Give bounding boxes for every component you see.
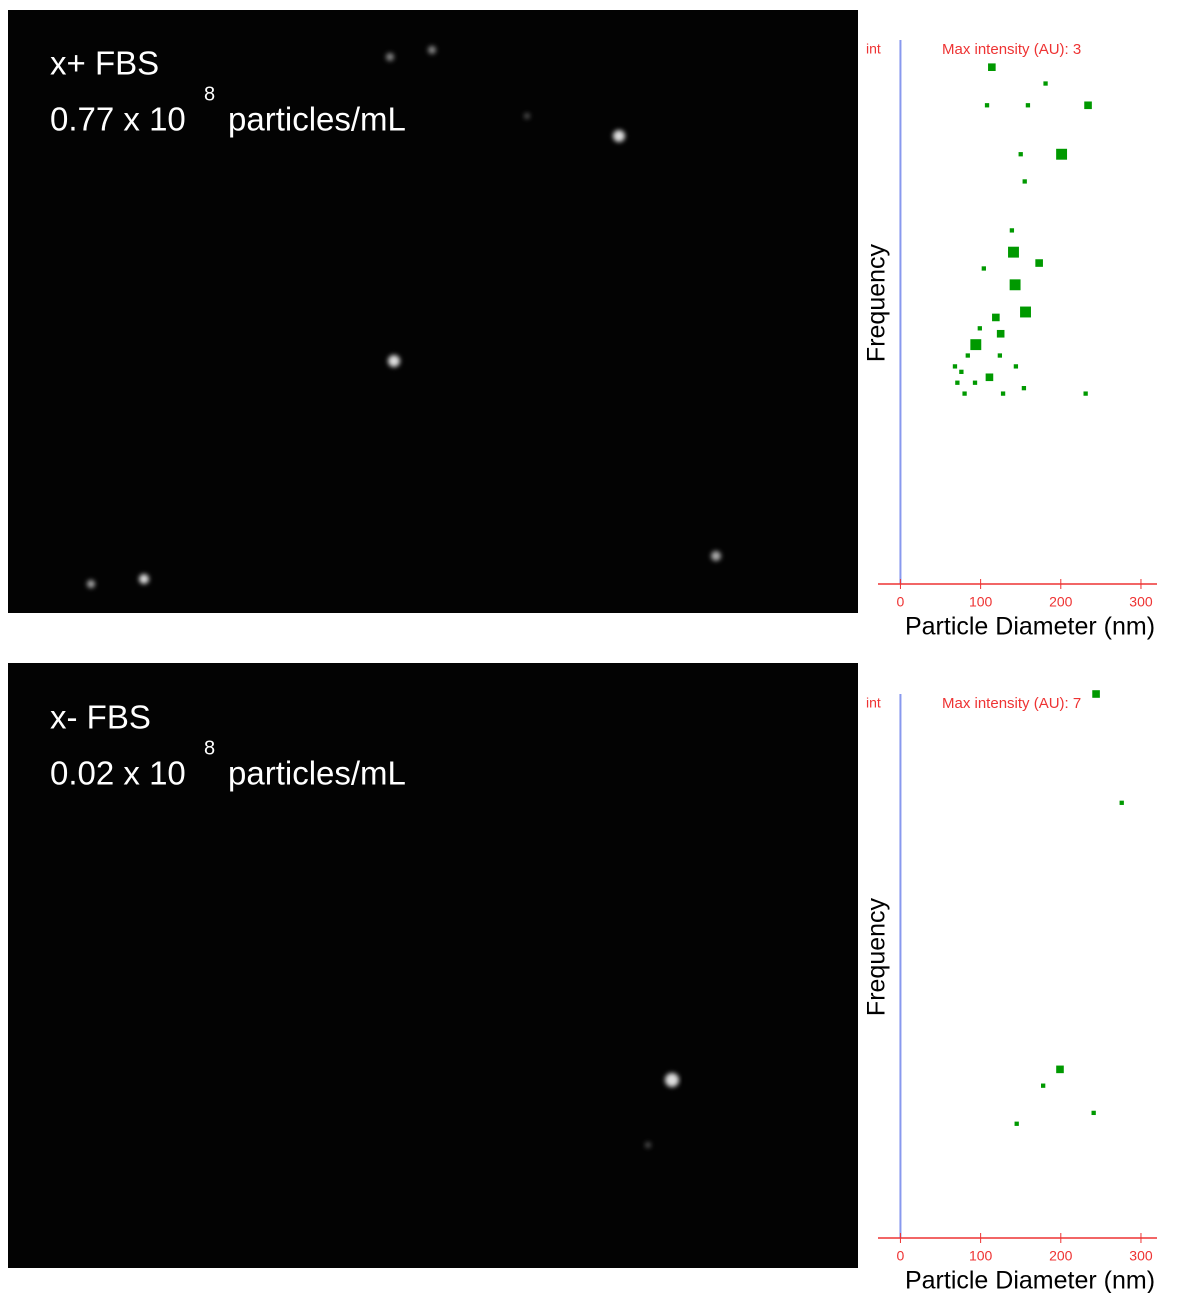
- particle-point: [970, 339, 982, 351]
- particle-point: [1056, 1065, 1064, 1074]
- particle-point: [959, 369, 964, 374]
- particle-point: [1009, 228, 1015, 233]
- particle-point: [1022, 179, 1027, 184]
- micrograph: [8, 10, 858, 613]
- concentration: 0.02 x 10: [50, 755, 186, 792]
- sample-label: x+ FBS: [50, 45, 159, 82]
- sample-label: x- FBS: [50, 699, 151, 736]
- x-tick-label: 300: [1129, 1248, 1153, 1264]
- particle-point: [1013, 364, 1019, 369]
- x-tick-label: 0: [897, 1248, 905, 1264]
- y-axis-label: Frequency: [863, 897, 891, 1016]
- particle-point: [1043, 81, 1048, 86]
- unit: particles/mL: [228, 755, 406, 792]
- particle-point: [977, 326, 982, 331]
- particle-point: [1018, 152, 1023, 157]
- particle-point: [1025, 103, 1031, 108]
- particle-point: [1020, 306, 1031, 318]
- y-axis-label: Frequency: [863, 243, 891, 362]
- particle-point: [1014, 1121, 1019, 1126]
- exponent: 8: [204, 83, 215, 105]
- particle-point: [952, 364, 958, 369]
- particle-point: [1000, 391, 1006, 396]
- particle-point: [984, 103, 990, 108]
- x-tick-label: 100: [969, 594, 993, 610]
- particle-point: [1119, 800, 1124, 805]
- particle-point: [1056, 148, 1068, 160]
- particle-point: [965, 353, 970, 358]
- particle-point: [1041, 1083, 1046, 1088]
- concentration: 0.77 x 10: [50, 101, 186, 138]
- x-tick-label: 200: [1049, 594, 1073, 610]
- particle-point: [962, 391, 967, 396]
- unit: particles/mL: [228, 101, 406, 138]
- micrograph: [8, 663, 858, 1268]
- particle-point: [996, 329, 1005, 338]
- particle-point: [1083, 391, 1088, 396]
- particle-point: [997, 353, 1003, 358]
- x-tick-label: 300: [1129, 594, 1153, 610]
- particle-point: [981, 266, 986, 271]
- particle-point: [985, 373, 994, 382]
- x-tick-label: 100: [969, 1248, 993, 1264]
- x-axis-label: Particle Diameter (nm): [905, 613, 1155, 641]
- y-tag: int: [866, 41, 881, 57]
- particle-point: [988, 63, 996, 71]
- particle-point: [1091, 1110, 1096, 1116]
- particle-point: [1008, 246, 1019, 258]
- x-tick-label: 200: [1049, 1248, 1073, 1264]
- x-tick-label: 0: [897, 594, 905, 610]
- particle-point: [955, 380, 960, 385]
- particle-point: [1092, 690, 1100, 698]
- y-tag: int: [866, 695, 881, 711]
- annotation: Max intensity (AU): 7: [942, 695, 1081, 712]
- exponent: 8: [204, 737, 215, 759]
- x-axis-label: Particle Diameter (nm): [905, 1267, 1155, 1293]
- annotation: Max intensity (AU): 3: [942, 41, 1081, 58]
- particle-point: [1084, 101, 1092, 110]
- particle-point: [992, 313, 1000, 322]
- particles: [87, 46, 721, 588]
- particles: [645, 1073, 679, 1148]
- particle-point: [972, 380, 978, 385]
- particle-point: [1035, 259, 1043, 267]
- particle-point: [1009, 279, 1021, 291]
- particle-point: [1021, 386, 1027, 391]
